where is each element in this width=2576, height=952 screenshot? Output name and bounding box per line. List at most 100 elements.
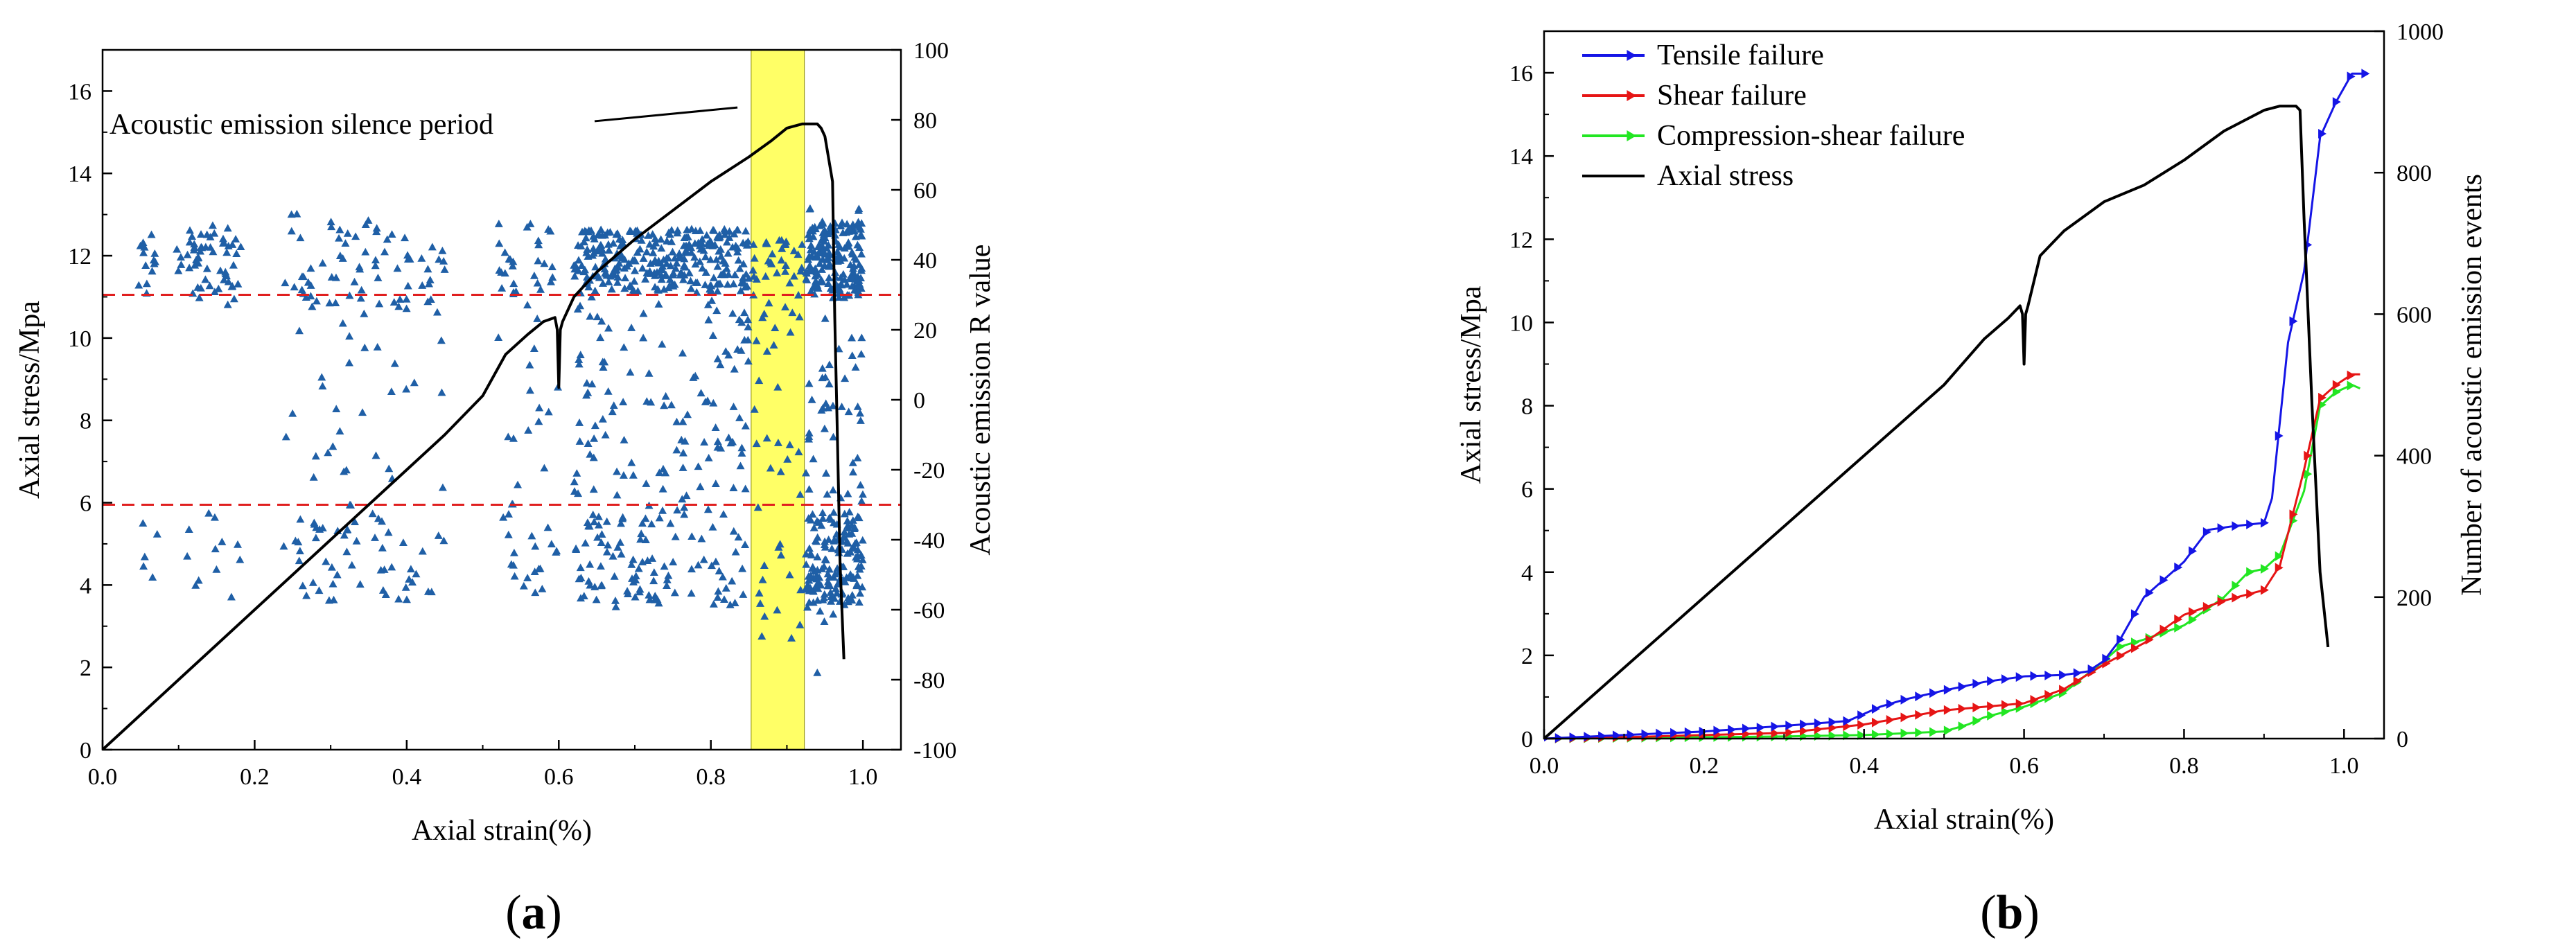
series-marker — [2318, 129, 2327, 139]
scatter-point — [808, 227, 817, 235]
scatter-point — [627, 560, 636, 568]
scatter-point — [785, 441, 794, 448]
y-tick-label: 2 — [1521, 644, 1533, 669]
scatter-point — [345, 358, 354, 367]
scatter-point — [500, 248, 509, 256]
series-marker — [2145, 588, 2154, 598]
scatter-point — [845, 507, 854, 515]
scatter-point — [495, 239, 504, 247]
series-marker — [2246, 567, 2255, 577]
scatter-point — [818, 219, 827, 227]
scatter-point — [657, 271, 666, 279]
series-marker — [1987, 676, 1996, 687]
y2-tick-label: 40 — [913, 248, 937, 274]
series-marker — [1972, 678, 1981, 689]
scatter-point — [185, 263, 194, 272]
scatter-point — [824, 254, 833, 261]
scatter-point — [498, 283, 507, 292]
series-marker — [1915, 691, 1924, 702]
scatter-point — [809, 598, 818, 606]
scatter-point — [618, 236, 627, 244]
panel-a: Acoustic emission silence period 0.0 0.2 0.… — [14, 38, 997, 847]
y2-tick-label: 100 — [913, 38, 949, 64]
scatter-point — [660, 562, 669, 570]
scatter-point — [639, 254, 648, 262]
scatter-point — [505, 254, 514, 263]
scatter-point — [843, 489, 852, 497]
scatter-point — [590, 434, 599, 442]
series-marker — [1972, 716, 1981, 726]
scatter-point — [843, 549, 852, 557]
scatter-point — [538, 585, 547, 592]
scatter-point — [848, 274, 857, 283]
scatter-point — [773, 606, 782, 614]
scatter-point — [661, 468, 670, 477]
scatter-point — [829, 610, 838, 618]
y-tick-label: 6 — [80, 491, 91, 517]
scatter-point — [523, 301, 532, 309]
scatter-point — [823, 403, 832, 412]
scatter-point — [398, 538, 408, 547]
scatter-point — [728, 437, 737, 446]
scatter-point — [813, 252, 822, 261]
series-marker — [1915, 728, 1924, 738]
series-marker — [1929, 688, 1938, 698]
scatter-point — [402, 595, 411, 603]
scatter-point — [437, 388, 446, 396]
scatter-point — [658, 340, 667, 348]
series-marker — [2073, 668, 2082, 678]
scatter-point — [318, 258, 327, 267]
scatter-point — [822, 469, 831, 477]
scatter-point — [762, 347, 771, 355]
scatter-point — [794, 448, 803, 456]
scatter-point — [613, 467, 622, 475]
scatter-point — [673, 506, 682, 514]
scatter-point — [755, 589, 764, 597]
y-tick-label: 12 — [68, 244, 91, 270]
scatter-point — [646, 270, 655, 277]
series-marker — [1871, 704, 1880, 714]
scatter-point — [599, 363, 608, 371]
scatter-point — [843, 538, 852, 547]
scatter-point — [804, 230, 813, 238]
scatter-point — [771, 324, 780, 331]
scatter-point — [311, 452, 320, 460]
legend-label: Shear failure — [1657, 80, 1807, 112]
scatter-point — [393, 264, 402, 272]
scatter-point — [816, 607, 825, 615]
scatter-point — [651, 283, 660, 291]
scatter-point — [374, 514, 383, 522]
scatter-point — [854, 562, 863, 570]
scatter-point — [736, 461, 745, 470]
y2-tick-label: 80 — [913, 108, 937, 134]
scatter-point — [216, 266, 225, 274]
scatter-point — [222, 248, 231, 256]
series-marker — [2117, 651, 2126, 661]
series-marker — [2232, 592, 2241, 603]
scatter-point — [665, 275, 674, 283]
scatter-point — [584, 226, 593, 234]
scatter-point — [234, 279, 243, 288]
scatter-point — [848, 351, 857, 360]
scatter-point — [696, 482, 705, 491]
scatter-point — [509, 279, 518, 288]
scatter-point — [361, 247, 370, 256]
scatter-point — [637, 236, 646, 244]
scatter-point — [586, 581, 595, 589]
scatter-point — [704, 315, 713, 324]
scatter-point — [613, 491, 622, 499]
scatter-point — [607, 285, 616, 293]
scatter-point — [308, 578, 317, 586]
y-tick-label: 4 — [1521, 561, 1533, 586]
scatter-point — [682, 491, 691, 500]
annotation-text: Acoustic emission silence period — [109, 109, 493, 141]
scatter-point — [227, 592, 236, 601]
scatter-point — [176, 253, 185, 261]
scatter-point — [223, 224, 232, 232]
scatter-point — [773, 439, 782, 446]
scatter-point — [854, 218, 863, 226]
scatter-point — [428, 243, 437, 251]
x-tick-label: 0.0 — [1530, 753, 1559, 779]
scatter-point — [575, 355, 584, 363]
scatter-point — [410, 378, 419, 387]
